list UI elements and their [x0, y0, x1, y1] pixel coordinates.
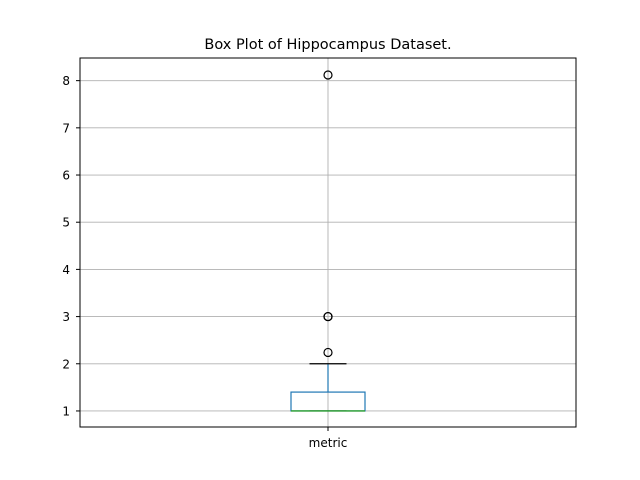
y-tick-label: 5 — [62, 216, 70, 230]
chart-title: Box Plot of Hippocampus Dataset. — [204, 37, 451, 53]
x-tick-label: metric — [309, 436, 348, 450]
axis-layer: 1 2 3 4 5 6 7 8 metric — [62, 74, 347, 450]
y-tick-label: 2 — [62, 357, 70, 371]
y-tick-label: 8 — [62, 74, 70, 88]
outlier-point — [323, 70, 333, 80]
outlier-point — [323, 347, 333, 358]
y-tick-label: 3 — [62, 310, 70, 324]
grid-layer — [80, 58, 576, 427]
y-tick-label: 6 — [62, 169, 70, 183]
y-tick-label: 1 — [62, 404, 70, 418]
y-tick-label: 4 — [62, 263, 70, 277]
y-tick-label: 7 — [62, 121, 70, 135]
plot-area-frame — [79, 57, 577, 428]
box-layer — [290, 70, 366, 412]
outlier-point — [323, 311, 333, 322]
